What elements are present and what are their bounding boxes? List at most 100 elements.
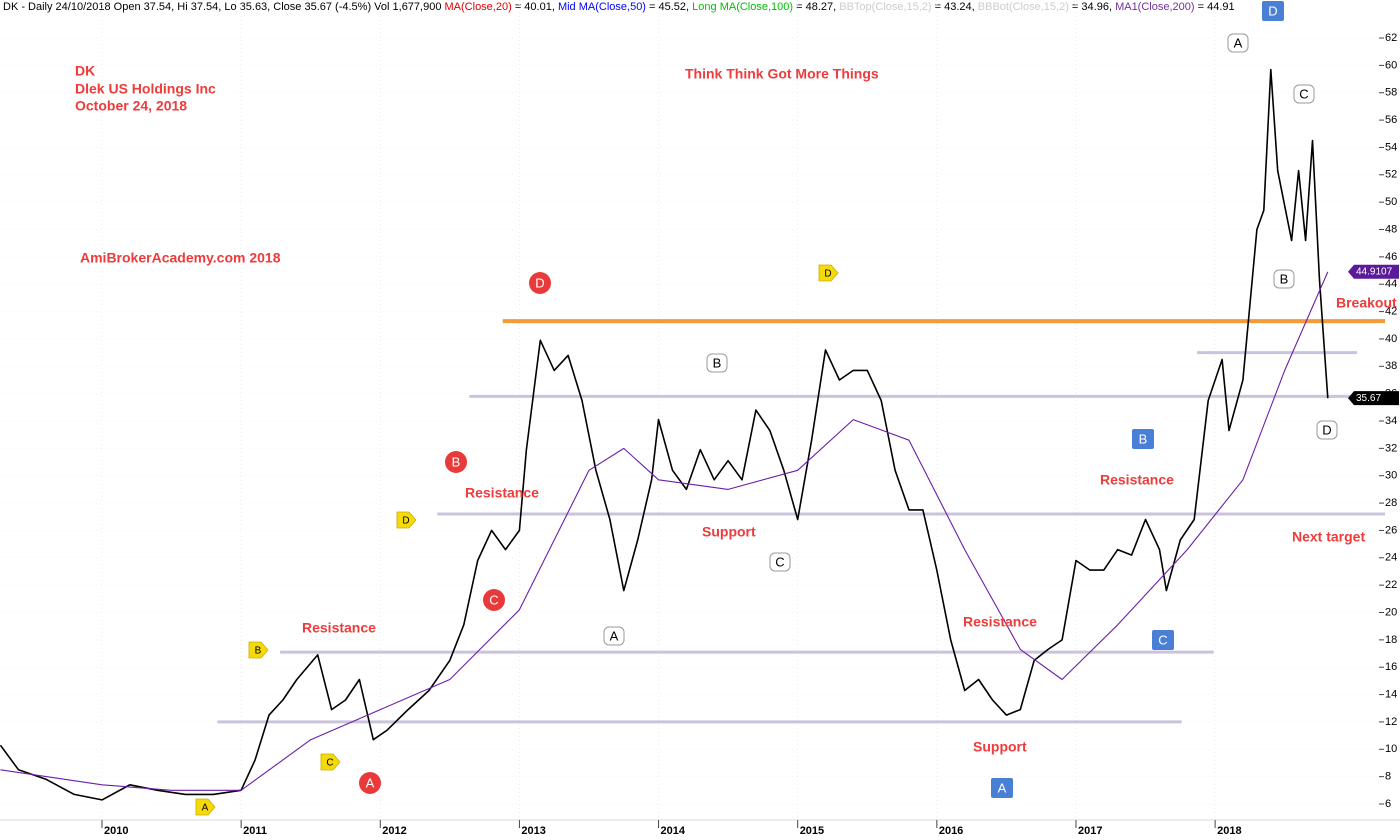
pattern-marker: C <box>1152 630 1174 650</box>
marker-shape <box>396 511 417 529</box>
header-segment: BBTop(Close,15,2) <box>839 1 932 13</box>
y-tick-label: 38 <box>1385 360 1397 372</box>
marker-shape <box>1262 1 1284 21</box>
marker-label: B <box>255 646 262 657</box>
header-segment: Mid MA(Close,50) <box>557 1 646 13</box>
pattern-marker: B <box>445 451 467 473</box>
pattern-marker: B <box>706 353 728 373</box>
y-tick-label: 62 <box>1385 32 1397 44</box>
header-segment: BBBot(Close,15,2) <box>977 1 1069 13</box>
marker-label: C <box>326 758 333 769</box>
pattern-marker: B <box>248 641 269 659</box>
pattern-marker: D <box>818 264 839 282</box>
annotation: Resistance <box>465 485 539 501</box>
y-tick-label: 52 <box>1385 169 1397 181</box>
marker-shape <box>1227 33 1249 53</box>
y-tick-label: 12 <box>1385 716 1397 728</box>
marker-shape <box>195 798 216 816</box>
x-tick-label: 2016 <box>939 825 963 837</box>
pattern-marker: C <box>320 753 341 771</box>
pattern-marker: D <box>396 511 417 529</box>
pattern-marker: A <box>195 798 216 816</box>
x-tick-label: 2018 <box>1217 825 1241 837</box>
annotation: DK <box>75 63 95 79</box>
pattern-marker: A <box>603 626 625 646</box>
pattern-marker: D <box>529 272 551 294</box>
price-tag <box>1348 264 1399 279</box>
marker-shape <box>818 264 839 282</box>
header-segment: = 40.01, <box>511 1 558 13</box>
header-segment: = 44.91 <box>1194 1 1235 13</box>
annotation: Dlek US Holdings Inc <box>75 81 216 97</box>
y-tick-label: 40 <box>1385 333 1397 345</box>
marker-shape <box>248 641 269 659</box>
marker-label: A <box>998 780 1007 795</box>
annotation: October 24, 2018 <box>75 98 187 114</box>
annotation: Resistance <box>963 614 1037 630</box>
annotation: Support <box>702 524 756 540</box>
y-tick-label: 46 <box>1385 251 1397 263</box>
y-tick-label: 26 <box>1385 524 1397 536</box>
y-tick-label: 22 <box>1385 579 1397 591</box>
marker-shape <box>769 552 791 572</box>
marker-shape <box>320 753 341 771</box>
pattern-marker: D <box>1262 1 1284 21</box>
header-segment: = 45.52, <box>645 1 693 13</box>
header-segment: DK - Daily 24/10/2018 Open 37.54, Hi 37.… <box>3 1 445 13</box>
header-segment: = 48.27, <box>793 1 840 13</box>
annotation: AmiBrokerAcademy.com 2018 <box>80 250 281 266</box>
y-tick-label: 6 <box>1385 798 1391 810</box>
pattern-marker: D <box>1316 420 1338 440</box>
y-tick-label: 18 <box>1385 634 1397 646</box>
y-tick-label: 24 <box>1385 552 1397 564</box>
y-tick-label: 34 <box>1385 415 1397 427</box>
y-tick-label: 50 <box>1385 196 1397 208</box>
price-tag-label: 44.9107 <box>1356 266 1393 277</box>
marker-shape <box>603 626 625 646</box>
x-tick-label: 2012 <box>382 825 406 837</box>
y-tick-label: 42 <box>1385 305 1397 317</box>
marker-label: D <box>824 269 831 280</box>
marker-label: A <box>202 803 209 814</box>
marker-shape <box>359 772 381 794</box>
marker-label: C <box>489 592 498 607</box>
ma-line <box>0 271 1329 791</box>
annotation: Think Think Got More Things <box>685 66 879 82</box>
header-segment: = 34.96, <box>1068 1 1116 13</box>
y-tick-label: 32 <box>1385 442 1397 454</box>
price-line <box>0 68 1329 801</box>
annotation: Resistance <box>302 620 376 636</box>
marker-label: A <box>366 775 375 790</box>
header-segment: MA(Close,20) <box>444 1 512 13</box>
marker-label: B <box>713 355 722 370</box>
marker-label: D <box>535 275 544 290</box>
price-tag <box>1348 391 1399 406</box>
y-tick-label: 60 <box>1385 59 1397 71</box>
marker-label: A <box>610 628 619 643</box>
marker-shape <box>1152 630 1174 650</box>
y-tick-label: 8 <box>1385 771 1391 783</box>
y-tick-label: 28 <box>1385 497 1397 509</box>
pattern-marker: A <box>991 778 1013 798</box>
marker-shape <box>991 778 1013 798</box>
y-tick-label: 10 <box>1385 743 1397 755</box>
y-tick-label: 30 <box>1385 470 1397 482</box>
marker-label: D <box>1268 3 1277 18</box>
marker-shape <box>529 272 551 294</box>
annotation: Next target <box>1292 529 1365 545</box>
y-tick-label: 16 <box>1385 661 1397 673</box>
price-tag-label: 35.67 <box>1356 393 1381 404</box>
pattern-marker: A <box>359 772 381 794</box>
marker-shape <box>1316 420 1338 440</box>
marker-label: C <box>1299 86 1308 101</box>
header-segment: Long MA(Close,100) <box>692 1 794 13</box>
chart-header: DK - Daily 24/10/2018 Open 37.54, Hi 37.… <box>3 0 1235 14</box>
annotation: Breakout <box>1336 295 1397 311</box>
x-tick-label: 2013 <box>521 825 545 837</box>
y-tick-label: 44 <box>1385 278 1397 290</box>
marker-label: C <box>775 554 784 569</box>
pattern-marker: B <box>1132 429 1154 449</box>
y-tick-label: 54 <box>1385 141 1397 153</box>
annotation: Support <box>973 739 1027 755</box>
